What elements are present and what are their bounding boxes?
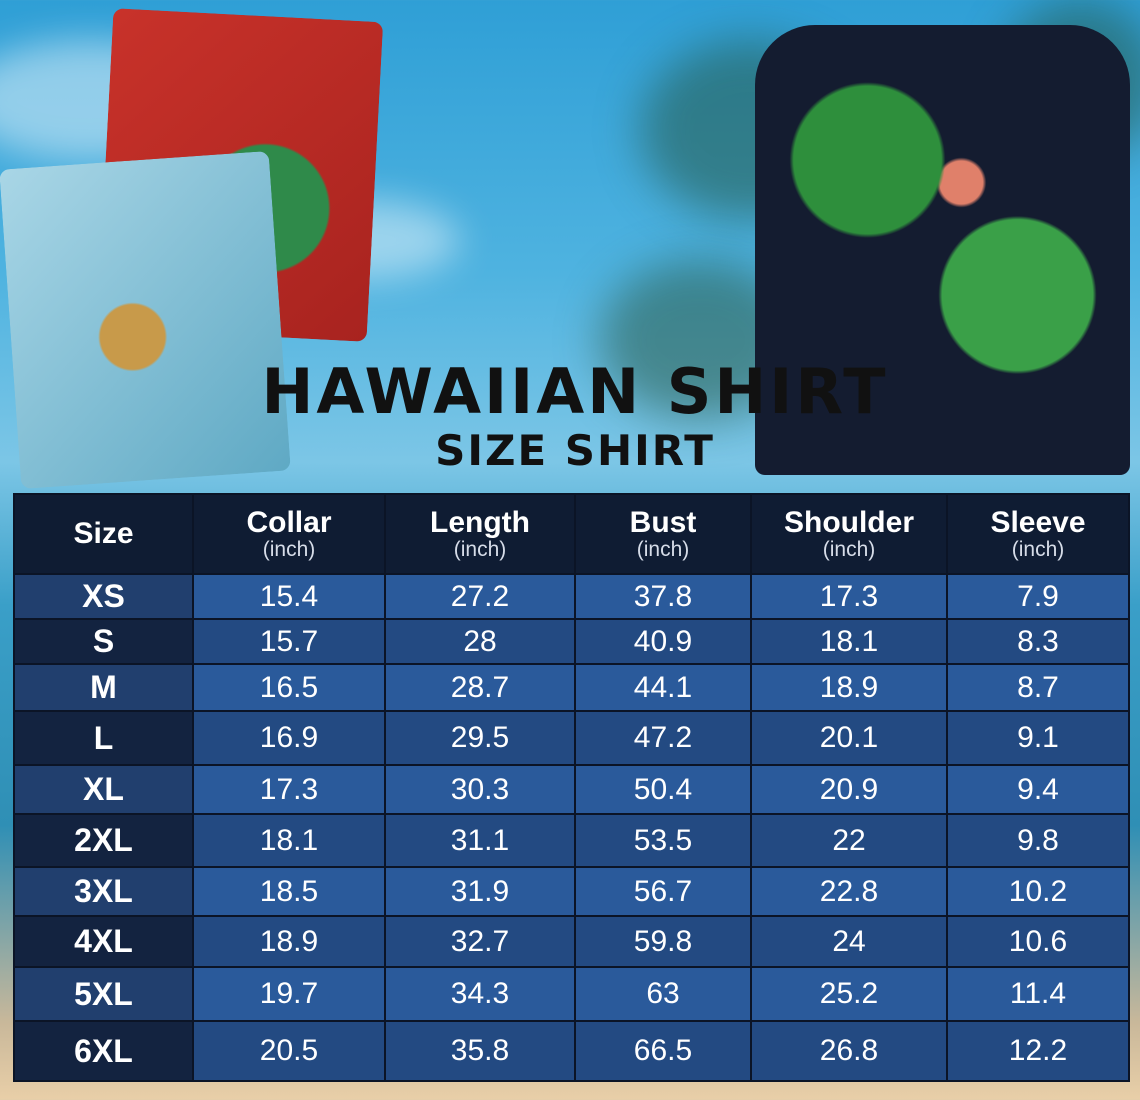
value-cell: 19.7 (192, 966, 386, 1022)
column-header-collar: Collar (inch) (192, 493, 386, 575)
value-cell: 31.9 (384, 866, 576, 917)
value-cell: 18.5 (192, 866, 386, 917)
value-cell: 53.5 (574, 813, 752, 868)
column-header-size: Size (13, 493, 194, 575)
value-cell: 25.2 (750, 966, 948, 1022)
header-label: Shoulder (783, 506, 914, 540)
header-label: Bust (629, 506, 697, 540)
value-cell: 34.3 (384, 966, 576, 1022)
value-cell: 10.2 (946, 866, 1130, 917)
value-cell: 20.1 (750, 710, 948, 766)
value-cell: 20.9 (750, 764, 948, 815)
table-row: M 16.5 28.7 44.1 18.9 8.7 (13, 663, 1130, 712)
size-cell: L (13, 710, 194, 766)
size-cell: M (13, 663, 194, 712)
size-cell: 2XL (13, 813, 194, 868)
value-cell: 16.5 (192, 663, 386, 712)
header-row: Size Collar (inch) Length (inch) Bust (inch) Sh… (13, 493, 1130, 575)
value-cell: 26.8 (750, 1020, 948, 1082)
value-cell: 15.4 (192, 573, 386, 620)
value-cell: 9.1 (946, 710, 1130, 766)
value-cell: 31.1 (384, 813, 576, 868)
size-cell: 3XL (13, 866, 194, 917)
value-cell: 15.7 (192, 618, 386, 665)
header-unit: (inch) (1011, 537, 1065, 561)
value-cell: 47.2 (574, 710, 752, 766)
value-cell: 20.5 (192, 1020, 386, 1082)
column-header-length: Length (inch) (384, 493, 576, 575)
table-row: 5XL 19.7 34.3 63 25.2 11.4 (13, 966, 1130, 1022)
value-cell: 30.3 (384, 764, 576, 815)
table-row: XL 17.3 30.3 50.4 20.9 9.4 (13, 764, 1130, 815)
value-cell: 17.3 (750, 573, 948, 620)
value-cell: 18.9 (192, 915, 386, 968)
table-row: 4XL 18.9 32.7 59.8 24 10.6 (13, 915, 1130, 968)
table-row: S 15.7 28 40.9 18.1 8.3 (13, 618, 1130, 665)
header-label: Size (73, 517, 134, 551)
table-row: 2XL 18.1 31.1 53.5 22 9.8 (13, 813, 1130, 868)
column-header-shoulder: Shoulder (inch) (750, 493, 948, 575)
value-cell: 40.9 (574, 618, 752, 665)
value-cell: 59.8 (574, 915, 752, 968)
value-cell: 9.8 (946, 813, 1130, 868)
page-title: HAWAIIAN SHIRT (261, 355, 889, 428)
value-cell: 66.5 (574, 1020, 752, 1082)
table-row: 3XL 18.5 31.9 56.7 22.8 10.2 (13, 866, 1130, 917)
value-cell: 11.4 (946, 966, 1130, 1022)
size-cell: XL (13, 764, 194, 815)
value-cell: 8.3 (946, 618, 1130, 665)
value-cell: 29.5 (384, 710, 576, 766)
column-header-bust: Bust (inch) (574, 493, 752, 575)
value-cell: 22 (750, 813, 948, 868)
value-cell: 22.8 (750, 866, 948, 917)
value-cell: 24 (750, 915, 948, 968)
value-cell: 37.8 (574, 573, 752, 620)
column-header-sleeve: Sleeve (inch) (946, 493, 1130, 575)
header-unit: (inch) (636, 537, 690, 561)
header-label: Collar (246, 506, 332, 540)
value-cell: 16.9 (192, 710, 386, 766)
size-cell: 5XL (13, 966, 194, 1022)
value-cell: 56.7 (574, 866, 752, 917)
header-label: Length (430, 506, 530, 540)
value-cell: 63 (574, 966, 752, 1022)
value-cell: 28.7 (384, 663, 576, 712)
size-cell: 4XL (13, 915, 194, 968)
value-cell: 44.1 (574, 663, 752, 712)
table-row: XS 15.4 27.2 37.8 17.3 7.9 (13, 573, 1130, 620)
value-cell: 18.1 (750, 618, 948, 665)
value-cell: 18.9 (750, 663, 948, 712)
table-row: L 16.9 29.5 47.2 20.1 9.1 (13, 710, 1130, 766)
header-unit: (inch) (262, 537, 316, 561)
size-cell: S (13, 618, 194, 665)
header-label: Sleeve (990, 506, 1086, 540)
value-cell: 27.2 (384, 573, 576, 620)
size-cell: 6XL (13, 1020, 194, 1082)
value-cell: 9.4 (946, 764, 1130, 815)
value-cell: 7.9 (946, 573, 1130, 620)
value-cell: 35.8 (384, 1020, 576, 1082)
value-cell: 17.3 (192, 764, 386, 815)
page-subtitle: SIZE SHIRT (435, 426, 715, 475)
value-cell: 50.4 (574, 764, 752, 815)
value-cell: 10.6 (946, 915, 1130, 968)
table-row: 6XL 20.5 35.8 66.5 26.8 12.2 (13, 1020, 1130, 1082)
size-cell: XS (13, 573, 194, 620)
value-cell: 12.2 (946, 1020, 1130, 1082)
value-cell: 8.7 (946, 663, 1130, 712)
header-unit: (inch) (453, 537, 507, 561)
header-unit: (inch) (822, 537, 876, 561)
value-cell: 32.7 (384, 915, 576, 968)
value-cell: 28 (384, 618, 576, 665)
model-shirt-image (755, 25, 1130, 475)
size-table: Size Collar (inch) Length (inch) Bust (inch) Sh… (13, 493, 1130, 1082)
value-cell: 18.1 (192, 813, 386, 868)
